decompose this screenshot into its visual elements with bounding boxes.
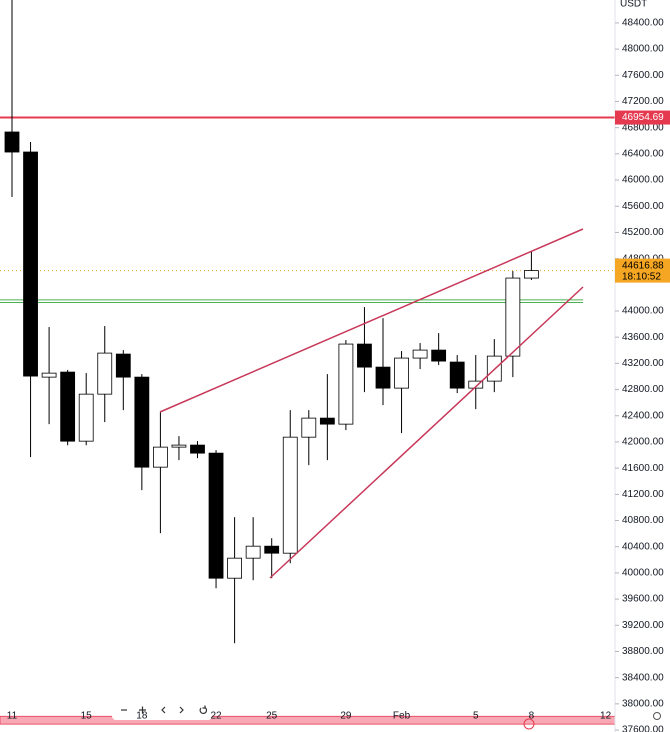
candle-body [115,353,131,378]
x-tick-label: Feb [393,711,411,722]
settings-icon[interactable] [653,712,661,720]
y-tick-label: 45600.00 [622,201,664,212]
candle-body [338,343,354,425]
candle-body [524,270,539,279]
x-tick-label: 22 [210,711,222,722]
y-tick-label: 37600.00 [622,725,664,732]
candle-body [97,352,113,395]
zoom-in-button[interactable] [139,706,146,714]
candle-body [357,343,372,368]
candle-body [301,417,317,438]
candle-body [208,452,224,579]
candle-body [375,366,391,389]
y-tick-label: 43600.00 [622,332,664,343]
x-tick-label: 8 [529,711,535,722]
currency: USDT [620,0,647,10]
candle-body [41,372,57,378]
candle-body [412,349,428,359]
scroll-right-button[interactable] [179,706,184,714]
y-tick-label: 47600.00 [622,70,664,81]
y-tick-label: 38800.00 [622,646,664,657]
candle-body [319,417,335,425]
y-tick-label: 38400.00 [622,672,664,683]
y-tick-label: 42800.00 [622,384,664,395]
candle-body [190,444,205,454]
price-line-tag [615,110,670,125]
y-tick-label: 41600.00 [622,463,664,474]
zone [0,715,616,725]
candle-body [152,446,168,468]
y-tick-label: 48400.00 [622,18,664,29]
y-tick-label: 47200.00 [622,96,664,107]
candle-body [60,371,76,442]
alert-icon[interactable] [523,718,535,730]
candle-body [78,393,94,442]
x-tick-label: 5 [473,711,479,722]
x-tick-label: 11 [7,711,18,722]
y-tick-label: 39200.00 [622,620,664,631]
y-tick-label: 44000.00 [622,306,664,317]
candle-body [264,545,280,554]
candle-body [23,151,38,377]
x-tick-label: 29 [340,711,352,722]
candle-body [4,131,20,153]
x-tick-label: 15 [81,711,93,722]
candle-body [134,376,150,468]
trendline [269,286,584,579]
candle-body [171,444,187,448]
candle-body [431,349,447,362]
candle-body [449,361,465,389]
last-price-label: 44616.88 [622,260,664,271]
countdown: 18:10:52 [622,271,661,282]
candle-body [468,380,484,389]
y-tick-label: 46800.00 [622,122,664,133]
y-tick-label: 38000.00 [622,698,664,709]
y-tick-label: 43200.00 [622,358,664,369]
x-tick-label: 25 [266,711,278,722]
y-tick-label: 41200.00 [622,489,664,500]
price-line-label: 46954.69 [622,112,664,123]
candle-body [227,557,243,579]
y-tick-label: 39600.00 [622,594,664,605]
last-price-tag [615,258,670,283]
candle-body [394,357,409,389]
candle-body [282,436,298,554]
time-axis: 11 15 18 22 25 29 Feb 5 8 12 [7,711,612,722]
toolbar [112,702,212,720]
y-tick-label: 40000.00 [622,568,664,579]
y-tick-label: 40400.00 [622,541,664,552]
y-tick-label: 45200.00 [622,227,664,238]
y-tick-label: 48000.00 [622,44,664,55]
y-tick-label: 46000.00 [622,175,664,186]
reset-button[interactable] [199,705,208,714]
scroll-left-button[interactable] [161,706,166,714]
price-scale: 48400.00 48000.00 47600.00 47200.00 46800.00… [615,18,670,732]
y-tick-label: 42000.00 [622,437,664,448]
x-tick-label: 12 [600,711,612,722]
y-tick-label: 42400.00 [622,410,664,421]
candle-body [505,277,521,357]
plot [0,0,616,725]
candle-body [245,545,261,559]
y-tick-label: 46400.00 [622,149,664,160]
y-tick-label: 40800.00 [622,515,664,526]
toolbar-bg [112,702,212,720]
trendline [159,228,584,413]
x-tick-label: 18 [136,711,148,722]
